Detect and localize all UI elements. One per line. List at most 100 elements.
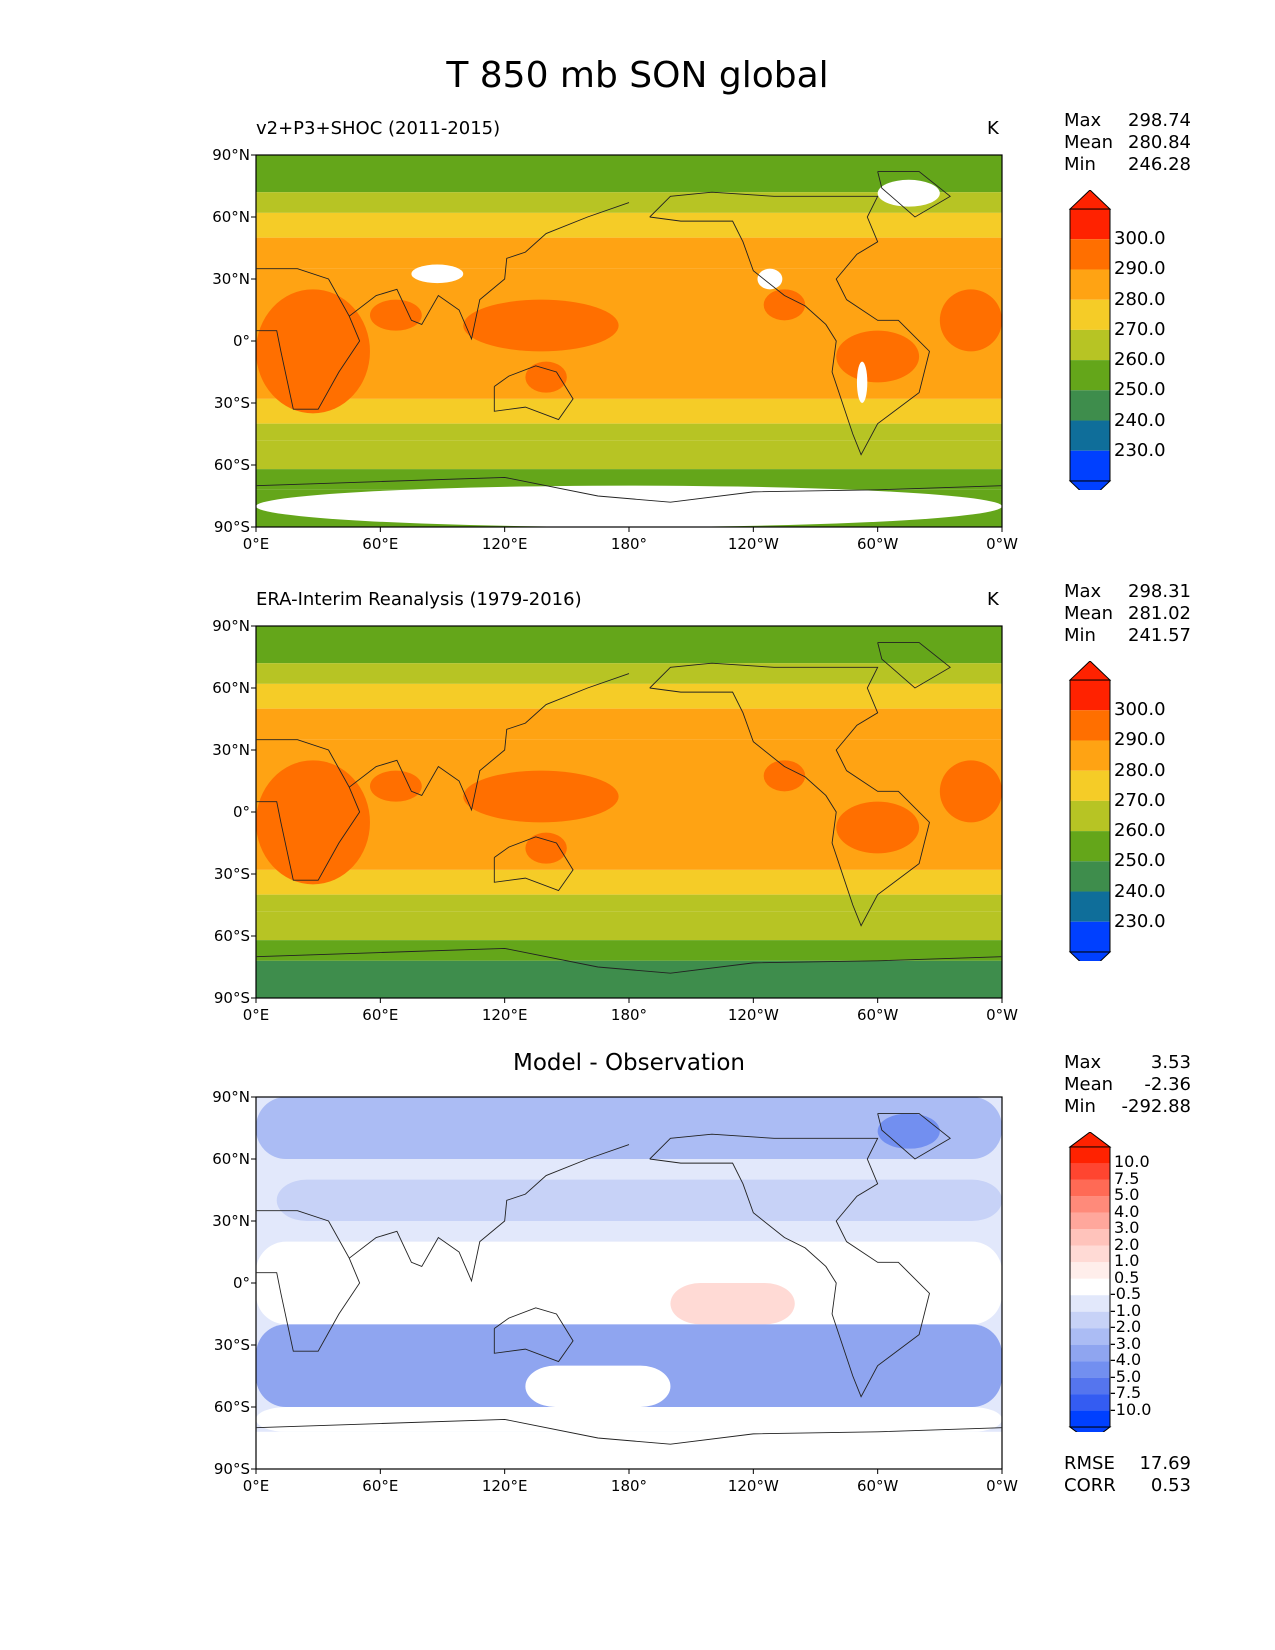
colorbar-swatch [1070,1328,1110,1345]
lat-tick-label: 90°S [213,518,250,536]
colorbar-swatch [1070,1311,1110,1329]
colorbar-label: 280.0 [1114,288,1166,310]
lat-tick-label: 30°S [213,394,250,412]
missing-data-mask [256,485,1002,527]
colorbar-swatch [1070,269,1110,300]
contour-band [256,212,1002,238]
lat-tick-label: 90°N [212,617,250,635]
lat-tick-label: 60°N [212,679,250,697]
lon-tick-label: 180° [610,535,648,553]
colorbar-label: 230.0 [1114,439,1166,461]
lon-tick-label: 60°E [362,1006,399,1024]
panel-title: Model - Observation [512,1050,746,1076]
stat-min: -292.88 [1121,1096,1191,1117]
lon-tick-label: 120°W [727,535,779,553]
figure-title: T 850 mb SON global [446,55,829,96]
missing-data-mask [877,179,940,207]
contour-band [256,683,1002,709]
lat-tick-label: 60°N [212,208,250,226]
contour-band [256,237,1002,269]
lon-tick-label: 0°W [986,535,1018,553]
lat-tick-label: 90°S [213,989,250,1007]
coastline [256,739,361,881]
colorbar-label: 250.0 [1114,379,1166,401]
lon-tick-label: 0°E [242,1006,270,1024]
lat-tick-label: 60°S [213,456,250,474]
colorbar-swatch [1070,921,1110,952]
coastline [649,662,930,927]
colorbar-swatch [1070,861,1110,892]
colorbar-label: -1.0 [1110,1300,1142,1320]
stat-max: 298.31 [1128,581,1191,602]
coastline [256,1210,361,1352]
coastline [493,1307,574,1363]
colorbar-swatch [1070,1229,1110,1246]
colorbar-frame [1069,1146,1111,1428]
map-plot [251,154,1003,532]
contour-band [256,1407,1002,1432]
lon-tick-label: 60°E [362,1477,399,1495]
corr-label: CORR [1064,1475,1116,1496]
stat-min: 246.28 [1128,154,1191,175]
colorbar-label: 260.0 [1114,349,1166,371]
map-plot [251,625,1003,1003]
stat-mean-label: Mean [1064,603,1114,624]
contour-band [256,626,1002,664]
lat-tick-label: 60°N [212,1150,250,1168]
colorbar-swatch [1070,1146,1110,1164]
panel-model: v2+P3+SHOC (2011-2015) K Max 298.74 Mean 2… [0,110,1275,558]
coastline [877,642,951,689]
contour-band [256,911,1002,941]
colorbar-label: -0.5 [1110,1284,1142,1304]
missing-data-mask [411,264,464,284]
colorbar-label: 3.0 [1114,1218,1140,1238]
coastline [255,1418,1003,1445]
stat-mean-label: Mean [1064,1074,1114,1095]
lat-tick-label: 90°S [213,1460,250,1478]
contour-band-warm [939,760,1003,823]
coastline [493,365,574,421]
colorbar-label: 300.0 [1114,228,1166,250]
lat-tick-label: 0° [232,1274,250,1292]
colorbar-swatch [1070,1361,1110,1378]
colorbar-swatch [1070,1179,1110,1197]
colorbar-label: 270.0 [1114,789,1166,811]
stat-mean-label: Mean [1064,132,1114,153]
colorbar-swatch [1070,800,1110,832]
colorbar-swatch [1070,1245,1110,1263]
colorbar-swatch [1070,680,1110,711]
colorbar-extend-min [1068,1426,1112,1432]
contour-band-warm [525,361,567,393]
contour-band [256,663,1002,684]
stat-mean: 280.84 [1128,132,1191,153]
lon-tick-label: 60°E [362,535,399,553]
contour-band-warm [463,299,619,352]
colorbar-extend-min [1068,951,1112,961]
colorbar-extend-max [1068,661,1112,681]
rmse-value: 17.69 [1139,1453,1191,1474]
colorbar-label: -3.0 [1110,1333,1142,1353]
temperature-field [256,626,1003,998]
lat-tick-label: 0° [232,803,250,821]
colorbar-label: 1.0 [1114,1251,1140,1271]
lon-tick-label: 120°W [727,1477,779,1495]
lon-tick-label: 60°W [856,535,899,553]
contour-band-warm [369,299,422,331]
stat-max-label: Max [1064,581,1102,602]
colorbar-swatch [1070,710,1110,741]
colorbar-label: 240.0 [1114,880,1166,902]
colorbar-label: 250.0 [1114,850,1166,872]
contour-band [256,960,1002,998]
colorbar-extend-max [1068,190,1112,210]
colorbar-label: 0.5 [1114,1267,1140,1287]
colorbar-swatch [1070,740,1110,771]
contour-band-warm [256,289,370,414]
contour-band [256,708,1002,740]
colorbar-swatch [1070,1344,1110,1362]
lat-tick-label: 30°N [212,741,250,759]
contour-band [877,1113,940,1149]
stat-min-label: Min [1064,1096,1096,1117]
coastline [493,836,574,892]
contour-band [256,894,1002,912]
colorbar-swatch [1070,1410,1110,1428]
